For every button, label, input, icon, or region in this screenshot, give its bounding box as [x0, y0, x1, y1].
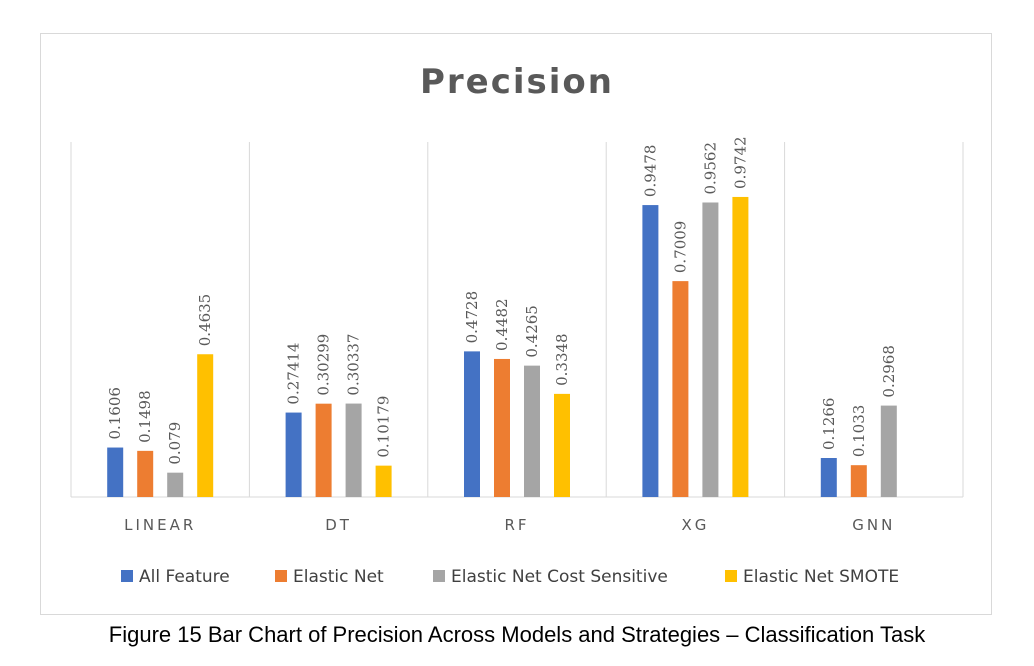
- data-label: 0.1266: [820, 398, 838, 451]
- category-label-xg: XG: [681, 516, 709, 534]
- bars-layer: [107, 196, 897, 497]
- legend-swatch: [433, 570, 445, 582]
- data-label: 0.27414: [285, 343, 303, 405]
- bar-xg-1: [672, 281, 689, 497]
- data-label: 0.1606: [106, 387, 124, 440]
- category-label-gnn: GNN: [852, 516, 895, 534]
- legend-label: Elastic Net Cost Sensitive: [451, 567, 668, 587]
- data-label: 0.4728: [463, 291, 481, 344]
- bar-linear-3: [197, 354, 214, 497]
- data-label: 0.4265: [523, 305, 541, 358]
- data-label: 0.9478: [641, 145, 659, 198]
- bar-dt-0: [285, 412, 302, 497]
- data-label: 0.10179: [375, 396, 393, 458]
- data-label: 0.1033: [850, 405, 868, 458]
- legend-swatch: [725, 570, 737, 582]
- chart-title: Precision: [420, 62, 614, 102]
- data-label: 0.079: [166, 422, 184, 465]
- bar-xg-2: [702, 202, 719, 497]
- legend-swatch: [275, 570, 287, 582]
- bar-dt-1: [315, 403, 332, 497]
- legend-label: Elastic Net: [293, 567, 384, 587]
- legend-label: All Feature: [139, 567, 230, 587]
- figure-caption: Figure 15 Bar Chart of Precision Across …: [108, 622, 926, 647]
- bar-gnn-2: [880, 405, 897, 497]
- grid-layer: [70, 142, 964, 498]
- bar-dt-3: [375, 465, 392, 497]
- bar-linear-0: [107, 447, 124, 497]
- data-label: 0.9742: [731, 136, 749, 189]
- category-labels-layer: LINEAR DT RF XG GNN: [124, 516, 895, 534]
- bar-rf-1: [494, 358, 510, 497]
- data-label: 0.4482: [493, 298, 511, 351]
- data-label: 0.1498: [136, 390, 154, 443]
- bar-linear-2: [167, 472, 184, 497]
- bar-rf-3: [554, 393, 570, 497]
- legend-swatch: [121, 570, 133, 582]
- chart-frame: Precision 0.1606 0.1498 0.079 0.4635 0.27414…: [40, 33, 992, 615]
- bar-linear-1: [137, 450, 154, 497]
- data-label: 0.7009: [671, 221, 689, 274]
- data-label: 0.9562: [701, 142, 719, 195]
- data-label: 0.3348: [553, 333, 571, 386]
- category-label-linear: LINEAR: [124, 516, 196, 534]
- legend: All Feature Elastic Net Elastic Net Cost S…: [121, 567, 899, 587]
- data-label: 0.30299: [315, 334, 333, 396]
- bar-rf-2: [524, 365, 540, 497]
- bar-xg-3: [732, 196, 749, 497]
- bar-dt-2: [345, 403, 362, 497]
- category-label-rf: RF: [504, 516, 529, 534]
- legend-label: Elastic Net SMOTE: [743, 567, 899, 587]
- bar-xg-0: [642, 205, 659, 497]
- data-labels-layer: 0.1606 0.1498 0.079 0.4635 0.27414 0.30299 0.3…: [106, 136, 898, 464]
- bar-gnn-1: [850, 465, 867, 497]
- bar-rf-0: [464, 351, 480, 497]
- data-label: 0.30337: [345, 334, 363, 396]
- bar-gnn-0: [820, 458, 837, 497]
- precision-bar-chart: Precision 0.1606 0.1498 0.079 0.4635 0.27414…: [70, 62, 964, 587]
- category-label-dt: DT: [325, 516, 352, 534]
- data-label: 0.2968: [880, 345, 898, 398]
- data-label: 0.4635: [196, 294, 214, 347]
